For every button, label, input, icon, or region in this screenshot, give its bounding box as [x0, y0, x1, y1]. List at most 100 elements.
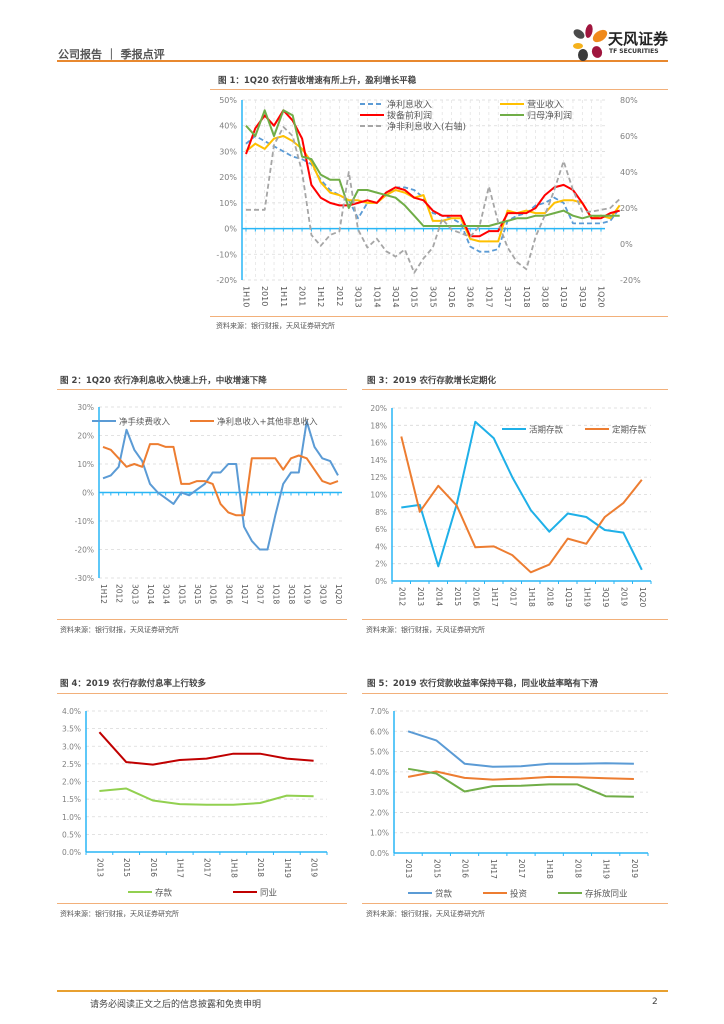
y-tick-label: 8%	[375, 508, 387, 517]
fig3-chart: 0% 2% 4% 6% 8% 10% 12% 14% 16% 18% 20% 2012 2013 2014…	[370, 404, 652, 607]
y-tick-label: 30%	[219, 147, 237, 156]
y-tick-label: 10%	[77, 460, 94, 469]
y-tick-label: 1.0%	[62, 813, 81, 822]
y2-tick-label: 60%	[620, 132, 638, 141]
x-tick-label: 2019	[310, 858, 319, 877]
fig5-bottom-divider	[362, 903, 668, 904]
legend-label: 净利息收入	[387, 99, 432, 111]
x-tick-label: 1H12	[316, 286, 325, 307]
fig2-source: 资料来源：银行财报，天风证券研究所	[60, 626, 179, 634]
fig4-title: 图 4：2019 农行存款付息率上行较多	[60, 679, 206, 689]
fig4-title-divider	[57, 693, 347, 694]
y-tick-label: 3.5%	[62, 725, 81, 734]
y-tick-label: 1.5%	[62, 795, 81, 804]
series-line-4	[245, 109, 620, 227]
legend-label: 净手续费收入	[119, 417, 171, 428]
fig3-title-divider	[362, 389, 668, 390]
x-tick-label: 1H18	[545, 859, 554, 879]
x-tick-label: 1Q17	[240, 584, 249, 604]
x-tick-label: 2015	[432, 859, 441, 878]
legend-label: 贷款	[435, 889, 453, 900]
x-tick-label: 1H17	[489, 859, 498, 879]
x-tick-label: 1Q20	[597, 286, 606, 308]
x-tick-label: 2014	[434, 587, 443, 606]
y-tick-label: 3.0%	[62, 742, 81, 751]
x-tick-label: 1H19	[582, 587, 591, 607]
footer-divider	[57, 990, 668, 992]
fig5-source: 资料来源：银行财报，天风证券研究所	[366, 910, 485, 918]
fig1-source: 资料来源：银行财报，天风证券研究所	[216, 322, 335, 330]
x-tick-label: 2017	[203, 858, 212, 877]
x-tick-label: 3Q18	[540, 286, 549, 308]
y-tick-label: 1.0%	[370, 829, 389, 838]
x-tick-label: 1Q14	[372, 286, 381, 308]
y-tick-label: -30%	[75, 574, 94, 583]
y-tick-label: 2.0%	[370, 808, 389, 817]
x-tick-label: 2018	[256, 858, 265, 877]
legend-label: 归母净利润	[527, 110, 572, 122]
y-tick-label: 5.0%	[370, 748, 389, 757]
legend-label: 同业	[260, 888, 277, 899]
x-tick-label: 1Q16	[447, 286, 456, 308]
y-tick-label: 6.0%	[370, 727, 389, 736]
y-tick-label: 6%	[375, 525, 387, 534]
y-tick-label: 16%	[370, 439, 387, 448]
tf-securities-logo-icon	[573, 24, 608, 61]
x-tick-label: 2016	[471, 587, 480, 606]
y-tick-label: 30%	[77, 403, 94, 412]
x-tick-label: 1Q18	[271, 584, 280, 604]
x-tick-label: 2012	[115, 584, 124, 603]
y-tick-label: -20%	[216, 276, 237, 285]
x-tick-label: 2011	[298, 286, 307, 306]
y-tick-label: 4.0%	[370, 768, 389, 777]
fig5-title: 图 5：2019 农行贷款收益率保持平稳，同业收益率略有下滑	[367, 679, 598, 689]
legend-label: 营业收入	[527, 99, 563, 111]
series-line-1	[245, 135, 621, 253]
series-line-1	[407, 730, 634, 768]
y-tick-label: 2.5%	[62, 760, 81, 769]
x-tick-label: 1H19	[283, 858, 292, 878]
fig3-bottom-divider	[362, 619, 668, 620]
fig1-title: 图 1：1Q20 农行营收增速有所上升，盈利增长平稳	[218, 76, 417, 86]
fig1-bottom-divider	[210, 316, 668, 317]
y-tick-label: 7.0%	[370, 707, 389, 716]
fig2-title-divider	[57, 389, 347, 390]
y-tick-label: 0.5%	[62, 830, 81, 839]
x-tick-label: 1Q19	[559, 286, 568, 308]
fig4-chart: 0.0% 0.5% 1.0% 1.5% 2.0% 2.5% 3.0% 3.5% 4.0% 2013…	[62, 707, 328, 899]
logo-text-en: TF SECURITIES	[609, 48, 659, 55]
series-line-2	[102, 443, 339, 517]
x-tick-label: 2018	[545, 587, 554, 606]
x-tick-label: 1Q20	[334, 584, 343, 604]
series-line-3	[245, 109, 620, 238]
x-tick-label: 2013	[95, 858, 104, 877]
y-tick-label: 0%	[224, 225, 237, 234]
y-tick-label: 4.0%	[62, 707, 81, 716]
legend-label: 活期存款	[529, 425, 564, 436]
x-tick-label: 1H10	[242, 286, 251, 307]
legend-label: 净非利息收入(右轴)	[387, 121, 466, 133]
x-tick-label: 3Q19	[318, 584, 327, 604]
y-tick-label: -10%	[75, 517, 94, 526]
x-tick-label: 3Q17	[256, 584, 265, 604]
y-tick-label: 0.0%	[370, 849, 389, 858]
legend-label: 存款	[155, 888, 173, 899]
y-tick-label: -20%	[75, 546, 94, 555]
legend-label: 净利息收入+其他非息收入	[217, 417, 318, 428]
x-tick-label: 1H17	[176, 858, 185, 878]
fig2-bottom-divider	[57, 619, 347, 620]
x-tick-label: 2016	[149, 858, 158, 877]
x-tick-label: 3Q16	[224, 584, 233, 604]
y-tick-label: 20%	[370, 404, 387, 413]
series-line-1	[401, 420, 643, 571]
y-tick-label: 20%	[219, 173, 237, 182]
fig4-bottom-divider	[57, 903, 347, 904]
fig2-title: 图 2：1Q20 农行净利息收入快速上升，中收增速下降	[60, 376, 267, 386]
legend-label: 投资	[510, 889, 528, 900]
x-tick-label: 1H19	[602, 859, 611, 879]
footer-disclaimer: 请务必阅读正文之后的信息披露和免责申明	[90, 1000, 262, 1010]
x-tick-label: 1Q14	[146, 584, 155, 604]
y2-tick-label: -20%	[620, 276, 641, 285]
y-tick-label: 10%	[219, 199, 237, 208]
x-tick-label: 3Q15	[428, 286, 437, 308]
